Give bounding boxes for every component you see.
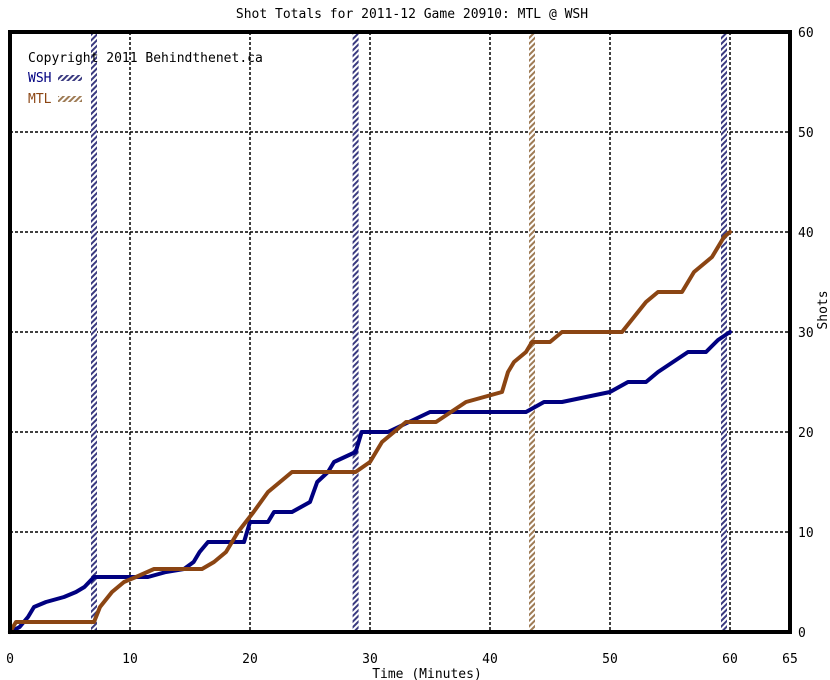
period-markers [91,32,727,632]
x-tick-label: 40 [482,652,498,667]
legend-label-mtl: MTL [28,92,52,107]
x-tick-label: 30 [362,652,378,667]
series-line-wsh [8,330,732,634]
y-tick-label: 0 [798,626,806,641]
chart-title: Shot Totals for 2011-12 Game 20910: MTL … [236,7,588,22]
series-line-mtl [8,230,732,634]
plot-frame [8,30,792,634]
x-tick-label: 65 [782,652,798,667]
y-tick-label: 10 [798,526,814,541]
legend-swatch-mtl [58,96,82,102]
x-tick-label: 0 [6,652,14,667]
period-marker-wsh [721,32,727,632]
gridlines [10,32,790,632]
legend: Copyright 2011 Behindthenet.ca WSH MTL [28,51,263,107]
x-axis-label: Time (Minutes) [372,667,482,680]
y-tick-label: 20 [798,426,814,441]
legend-swatch-wsh [58,75,82,81]
y-tick-label: 50 [798,126,814,141]
x-tick-label: 50 [602,652,618,667]
period-marker-wsh [91,32,97,632]
y-tick-label: 60 [798,26,814,41]
y-tick-label: 30 [798,326,814,341]
period-marker-mtl [529,32,535,632]
copyright-text: Copyright 2011 Behindthenet.ca [28,51,263,66]
x-tick-label: 20 [242,652,258,667]
series-lines [8,230,732,634]
legend-label-wsh: WSH [28,71,51,86]
x-tick-label: 60 [722,652,738,667]
y-tick-label: 40 [798,226,814,241]
y-axis-label: Shots [816,290,830,329]
period-marker-wsh [352,32,359,632]
x-tick-label: 10 [122,652,138,667]
